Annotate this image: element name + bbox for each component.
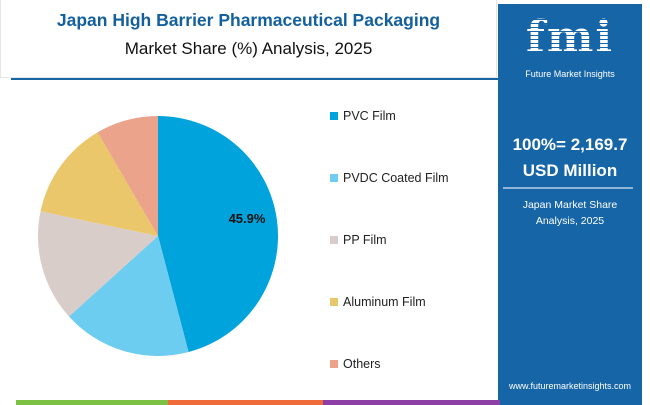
title-divider	[11, 78, 498, 80]
legend-item: Others	[330, 356, 381, 372]
chart-title: Japan High Barrier Pharmaceutical Packag…	[56, 10, 441, 30]
fmi-logo: fmi	[498, 12, 642, 64]
data-label: 45.9%	[229, 211, 266, 226]
panel-subtitle: Japan Market Share Analysis, 2025	[498, 197, 642, 229]
pie-slice-pvc-film	[158, 116, 279, 353]
website-link[interactable]: www.futuremarketinsights.com	[508, 381, 632, 391]
legend-label: PVDC Coated Film	[343, 171, 449, 185]
market-total: 100%= 2,169.7 USD Million	[498, 132, 642, 184]
panel-subtitle-line1: Japan Market Share	[522, 199, 618, 211]
legend-item: PVC Film	[330, 108, 396, 124]
footer-bar-orange	[168, 400, 323, 405]
legend-item: Aluminum Film	[330, 294, 426, 310]
footer-bar-purple	[323, 400, 500, 405]
pie-slice-pp-film	[37, 211, 158, 317]
total-value: 100%= 2,169.7	[512, 135, 628, 154]
pie-chart: 45.9%	[37, 116, 279, 356]
legend-label: Aluminum Film	[343, 295, 426, 309]
legend-item: PP Film	[330, 232, 387, 248]
legend-label: Others	[343, 357, 381, 371]
legend-swatch	[330, 173, 338, 182]
pie-slice-pvdc-coated-film	[68, 236, 189, 356]
pie-slice-aluminum-film	[40, 132, 158, 236]
footer-bar-green	[16, 400, 168, 405]
pie-slice-others	[97, 116, 158, 236]
legend-swatch	[330, 235, 338, 244]
legend-swatch	[330, 359, 338, 368]
legend-swatch	[330, 297, 338, 306]
panel-divider	[503, 187, 633, 189]
legend-label: PVC Film	[343, 109, 396, 123]
title-box	[0, 0, 497, 78]
total-unit: USD Million	[522, 161, 618, 180]
legend-label: PP Film	[343, 233, 387, 247]
logo-subtitle: Future Market Insights	[525, 69, 615, 79]
info-panel: fmi Future Market Insights 100%= 2,169.7…	[498, 4, 642, 405]
panel-subtitle-line2: Analysis, 2025	[535, 215, 605, 227]
chart-subtitle: Market Share (%) Analysis, 2025	[124, 39, 373, 58]
legend-swatch	[330, 111, 338, 120]
legend-item: PVDC Coated Film	[330, 170, 449, 186]
